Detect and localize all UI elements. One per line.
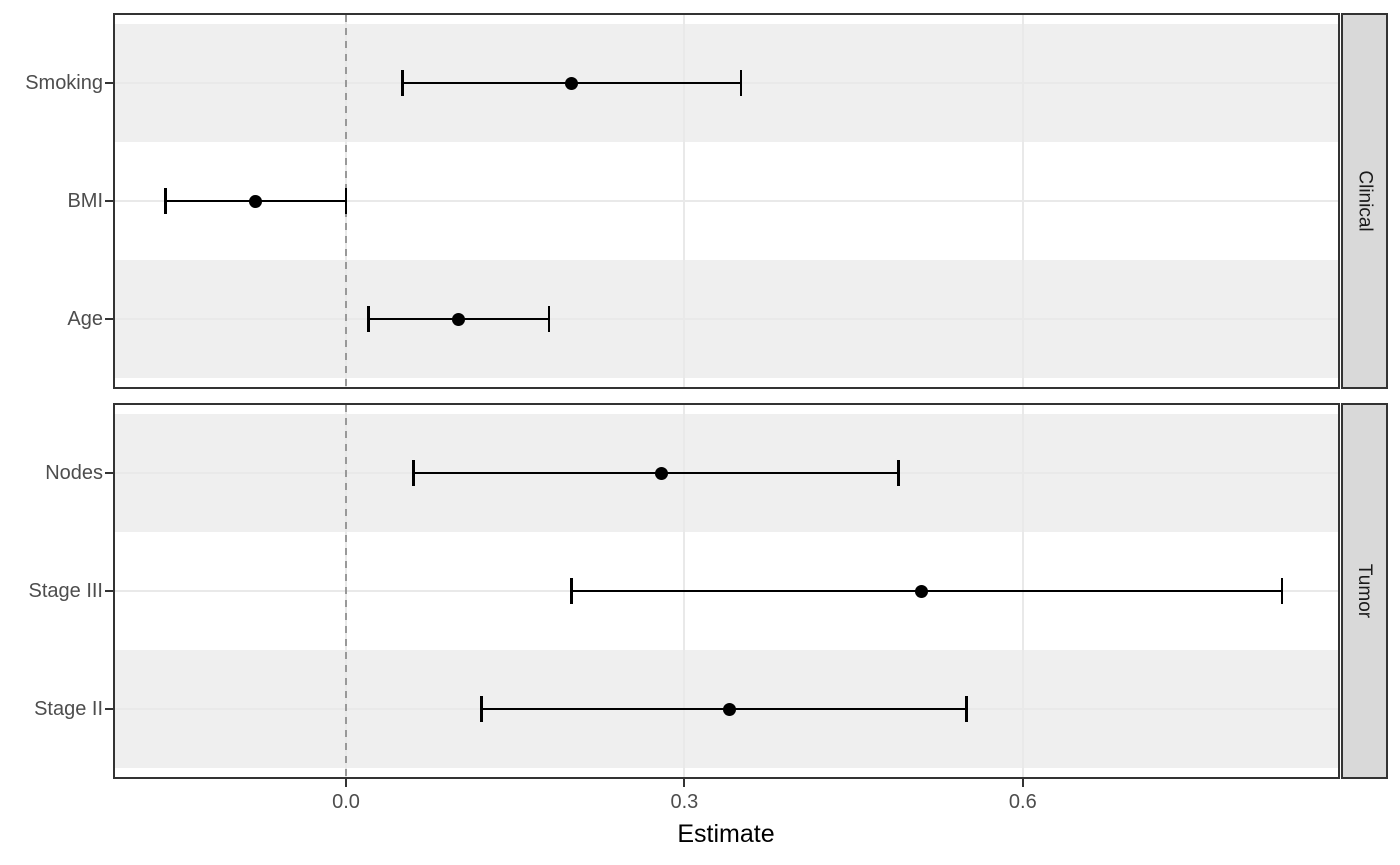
facet-strip-label-tumor: Tumor — [1354, 563, 1376, 619]
facet-panel-clinical — [113, 13, 1340, 389]
zero-reference-line — [345, 405, 347, 777]
ci-cap-lower-smoking — [401, 70, 404, 96]
ci-cap-lower-stage-iii — [570, 578, 573, 604]
x-axis-tick-0.3 — [683, 779, 686, 787]
facet-panel-tumor — [113, 403, 1340, 779]
x-axis-tick-label-0.0: 0.0 — [332, 791, 360, 813]
y-axis-tick-stage-ii — [105, 708, 114, 710]
ci-cap-upper-nodes — [897, 460, 900, 486]
y-axis-tick-nodes — [105, 472, 114, 474]
y-axis-tick-age — [105, 318, 114, 320]
gridline-y-bmi — [115, 200, 1338, 202]
ci-cap-upper-stage-iii — [1280, 578, 1284, 604]
point-estimate-age — [452, 312, 466, 326]
facet-strip-tumor: Tumor — [1341, 403, 1388, 779]
y-axis-label-stage-ii: Stage II — [34, 698, 103, 720]
facet-strip-label-clinical: Clinical — [1354, 170, 1376, 232]
ci-cap-lower-nodes — [412, 460, 415, 486]
point-estimate-bmi — [249, 194, 263, 208]
point-estimate-stage-ii — [723, 702, 737, 716]
ci-cap-upper-bmi — [344, 188, 348, 214]
ci-cap-upper-age — [547, 306, 551, 332]
point-estimate-nodes — [655, 466, 669, 480]
ci-cap-lower-age — [367, 306, 370, 332]
y-axis-label-bmi: BMI — [67, 190, 103, 212]
x-axis-tick-label-0.6: 0.6 — [1008, 791, 1037, 813]
y-axis-label-smoking: Smoking — [25, 72, 103, 94]
y-axis-label-stage-iii: Stage III — [28, 580, 104, 602]
point-estimate-smoking — [565, 76, 579, 90]
ci-cap-upper-smoking — [739, 70, 743, 96]
y-axis-tick-stage-iii — [105, 590, 114, 592]
facet-strip-clinical: Clinical — [1341, 13, 1388, 389]
y-axis-tick-smoking — [105, 82, 114, 84]
y-axis-label-age: Age — [67, 308, 103, 330]
x-axis-title: Estimate — [677, 820, 775, 848]
y-axis-tick-bmi — [105, 200, 114, 202]
x-axis-tick-0.0 — [345, 779, 347, 787]
ci-cap-lower-stage-ii — [480, 696, 483, 722]
point-estimate-stage-iii — [914, 584, 928, 598]
ci-cap-upper-stage-ii — [965, 696, 968, 722]
x-axis-tick-label-0.3: 0.3 — [670, 791, 699, 813]
ci-cap-lower-bmi — [164, 188, 167, 214]
gridline-y-age — [115, 318, 1338, 320]
y-axis-label-nodes: Nodes — [45, 462, 103, 484]
x-axis-tick-0.6 — [1021, 779, 1024, 787]
